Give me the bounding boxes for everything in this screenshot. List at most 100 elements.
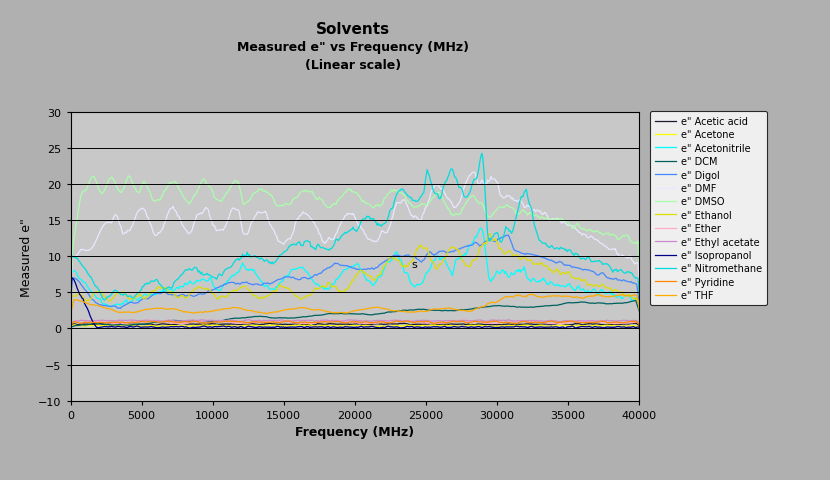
e" Acetic acid [531, 322, 541, 328]
e" Isopropanol [66, 276, 76, 281]
e" DMF [533, 208, 543, 214]
e" DCM [335, 311, 345, 317]
e" THF [339, 311, 349, 316]
e" Ether [66, 323, 76, 328]
Line: e" Acetic acid: e" Acetic acid [71, 324, 639, 326]
e" Acetic acid [634, 323, 644, 328]
e" Acetonitrile [404, 275, 414, 280]
e" Ether [340, 319, 350, 324]
e" Acetone [123, 322, 133, 328]
e" Ether [337, 318, 347, 324]
e" Isopropanol [634, 324, 644, 330]
Text: (Linear scale): (Linear scale) [305, 59, 401, 72]
e" DMSO [124, 174, 134, 180]
e" Ethyl acetate [66, 322, 76, 328]
e" Acetic acid [339, 322, 349, 327]
e" DMF [66, 290, 76, 296]
e" Nitromethane [405, 195, 415, 201]
e" Nitromethane [340, 230, 350, 236]
e" Digol [115, 306, 125, 312]
e" Isopropanol [533, 324, 543, 330]
e" DMSO [374, 204, 384, 209]
e" Acetone [66, 324, 76, 330]
e" Digol [503, 232, 513, 238]
Legend: e" Acetic acid, e" Acetone, e" Acetonitrile, e" DCM, e" Digol, e" DMF, e" DMSO, : e" Acetic acid, e" Acetone, e" Acetonitr… [650, 112, 767, 305]
e" Acetone [634, 324, 644, 330]
e" DCM [634, 308, 644, 314]
e" Acetonitrile [622, 293, 632, 299]
e" DMF [335, 222, 345, 228]
e" DCM [66, 324, 76, 330]
e" Acetonitrile [374, 275, 383, 281]
e" Acetic acid [335, 322, 345, 327]
e" DCM [404, 308, 414, 313]
e" DCM [339, 312, 349, 317]
Y-axis label: Measured e": Measured e" [20, 217, 32, 296]
e" Digol [405, 254, 415, 260]
e" Acetone [406, 323, 416, 328]
e" Nitromethane [477, 151, 487, 157]
e" Acetic acid [622, 321, 632, 327]
e" Acetone [369, 324, 378, 330]
e" Acetic acid [66, 323, 76, 329]
Line: e" Ethyl acetate: e" Ethyl acetate [71, 320, 639, 325]
e" Ethanol [485, 231, 495, 237]
e" Ethanol [66, 304, 76, 310]
e" Acetic acid [404, 322, 414, 328]
e" Acetonitrile [66, 288, 76, 293]
e" Acetic acid [374, 321, 383, 327]
e" Digol [374, 263, 384, 268]
e" THF [374, 305, 383, 311]
e" Isopropanol [560, 326, 570, 332]
e" Pyridine [339, 321, 349, 326]
X-axis label: Frequency (MHz): Frequency (MHz) [295, 425, 414, 438]
e" Nitromethane [534, 238, 544, 243]
e" THF [622, 293, 632, 299]
e" DMF [339, 216, 349, 221]
e" Pyridine [634, 322, 644, 327]
e" DCM [631, 298, 641, 303]
Line: e" DMSO: e" DMSO [71, 177, 639, 291]
e" DMSO [66, 288, 76, 294]
e" Nitromethane [66, 278, 76, 284]
e" Ether [405, 319, 415, 324]
e" DMF [404, 208, 414, 214]
e" Pyridine [404, 319, 414, 325]
e" Ether [145, 317, 155, 323]
e" Nitromethane [337, 233, 347, 239]
e" Digol [340, 263, 350, 269]
e" DCM [621, 300, 631, 306]
e" Ethyl acetate [622, 318, 632, 324]
e" DMSO [337, 194, 347, 200]
e" Ethyl acetate [337, 319, 347, 324]
Line: e" DCM: e" DCM [71, 300, 639, 327]
e" Pyridine [622, 320, 632, 325]
e" Acetonitrile [476, 226, 486, 232]
e" Isopropanol [340, 324, 350, 330]
e" Acetone [534, 323, 544, 328]
e" DMF [622, 255, 632, 261]
e" Ether [622, 321, 632, 326]
e" Acetone [340, 324, 350, 329]
Line: e" Ethanol: e" Ethanol [71, 234, 639, 310]
Text: Solvents: Solvents [315, 22, 390, 36]
e" THF [404, 310, 414, 315]
e" DMF [469, 170, 479, 176]
Line: e" Pyridine: e" Pyridine [71, 321, 639, 326]
e" Ethyl acetate [533, 318, 543, 324]
e" DCM [531, 304, 541, 310]
e" DMSO [405, 201, 415, 206]
e" DMF [374, 237, 383, 242]
e" Isopropanol [622, 325, 632, 331]
e" Ethyl acetate [243, 317, 253, 323]
e" Ethanol [533, 262, 543, 267]
e" Pyridine [374, 320, 383, 325]
e" DMSO [533, 215, 543, 220]
e" Acetic acid [554, 321, 564, 326]
e" Acetonitrile [533, 279, 543, 285]
e" Isopropanol [405, 324, 415, 330]
e" Digol [66, 296, 76, 301]
e" Ether [533, 319, 543, 325]
Line: e" Acetone: e" Acetone [71, 325, 639, 327]
e" Acetonitrile [339, 267, 349, 273]
